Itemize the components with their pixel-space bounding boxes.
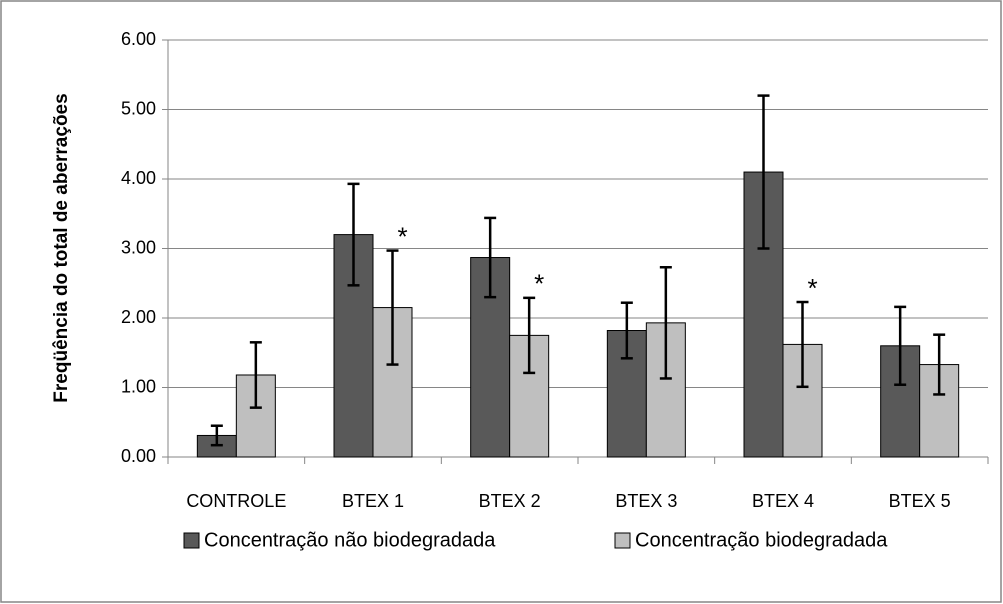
y-tick-label: 1.00 (121, 376, 156, 396)
legend-swatch (614, 532, 631, 549)
legend-label: Concentração biodegradada (635, 529, 888, 551)
y-tick-label: 0.00 (121, 446, 156, 466)
legend-swatch (183, 532, 200, 549)
legend-label: Concentração não biodegradada (204, 529, 496, 551)
annotation: * (397, 221, 407, 251)
x-tick-label: BTEX 3 (615, 491, 677, 511)
y-axis-label: Freqüência do total de aberrações (51, 93, 72, 402)
x-tick-label: BTEX 2 (479, 491, 541, 511)
annotation: * (534, 269, 544, 299)
y-tick-label: 2.00 (121, 307, 156, 327)
x-tick-label: BTEX 5 (889, 491, 951, 511)
y-tick-label: 6.00 (121, 29, 156, 49)
x-tick-label: BTEX 1 (342, 491, 404, 511)
bar (919, 364, 960, 458)
y-tick-label: 3.00 (121, 237, 156, 257)
annotation: * (807, 273, 817, 303)
y-tick-label: 4.00 (121, 168, 156, 188)
x-tick-label: BTEX 4 (752, 491, 814, 511)
y-tick-label: 5.00 (121, 98, 156, 118)
x-tick-label: CONTROLE (186, 491, 286, 511)
